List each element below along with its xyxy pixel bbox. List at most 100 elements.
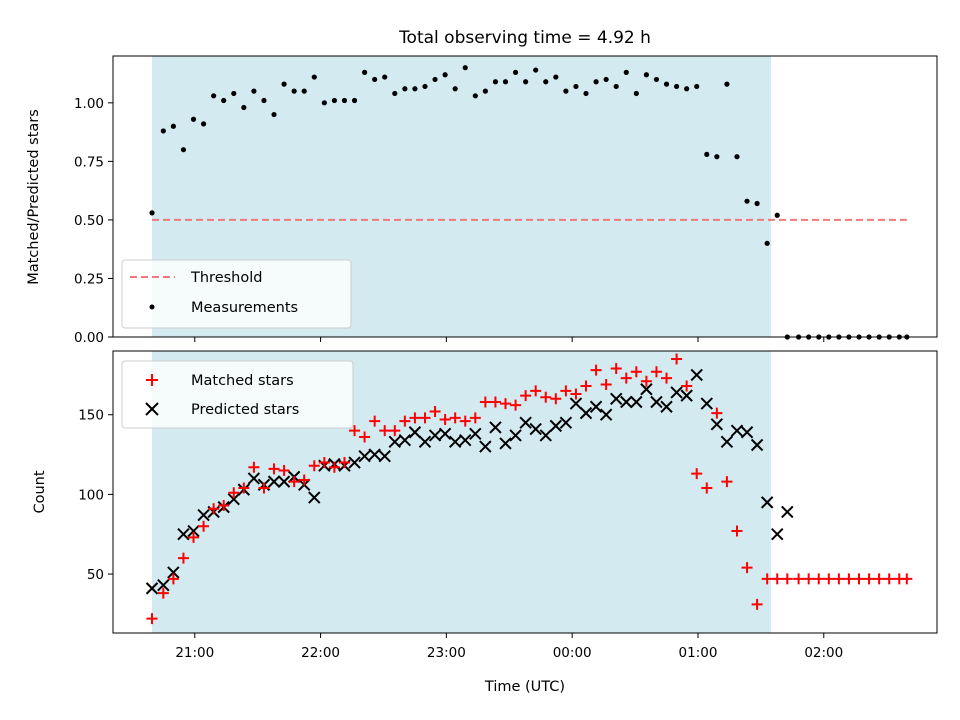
predicted-star-point: [499, 437, 512, 450]
predicted-star-point: [438, 427, 452, 441]
measurement-point: [643, 72, 649, 78]
measurement-point: [351, 97, 358, 104]
measurement-point: [623, 69, 629, 75]
measurement-point: [281, 81, 287, 87]
predicted-star-point: [579, 406, 593, 420]
predicted-star-point: [388, 435, 402, 449]
predicted-star-point: [177, 528, 190, 541]
predicted-star-point: [740, 426, 754, 439]
measurement-point: [704, 151, 710, 157]
matched-star-point: [258, 482, 270, 494]
matched-star-point: [409, 412, 421, 424]
matched-star-point: [661, 372, 673, 384]
bottom-y-tick-label: 150: [78, 408, 104, 424]
measurement-point: [211, 93, 217, 99]
predicted-star-point: [277, 475, 291, 488]
predicted-star-point: [378, 449, 391, 463]
predicted-star-point: [720, 435, 734, 449]
matched-star-point: [278, 464, 290, 476]
top-y-tick-label: 0.75: [74, 154, 104, 170]
bottom-plot-frame: [112, 350, 938, 634]
measurement-point: [341, 97, 348, 104]
measurement-point: [533, 67, 539, 73]
measurement-point: [583, 90, 589, 97]
matched-star-point: [771, 573, 783, 585]
measurement-point: [603, 76, 609, 83]
matched-star-point: [268, 463, 280, 475]
top-plot-frame: [112, 55, 938, 338]
bottom-legend: Matched stars Predicted stars: [121, 360, 354, 429]
matched-star-point: [793, 573, 805, 585]
measurement-point: [502, 79, 509, 85]
measurement-point: [251, 88, 257, 94]
measurement-point: [432, 76, 438, 83]
bottom-x-tick-label: 00:00: [553, 645, 592, 661]
bottom-legend-box: [121, 360, 354, 429]
predicted-star-point: [167, 566, 180, 579]
measurement-point: [754, 200, 760, 207]
predicted-star-point: [710, 418, 724, 431]
predicted-star-point: [428, 429, 442, 442]
predicted-star-point: [509, 429, 522, 442]
matched-star-point: [530, 385, 542, 397]
matched-star-point: [238, 482, 250, 494]
measurement-point: [482, 88, 488, 94]
bottom-x-tick-label: 21:00: [175, 645, 214, 661]
matched-star-point: [901, 573, 913, 585]
predicted-star-point: [187, 524, 200, 538]
matched-star-point: [288, 476, 300, 488]
matched-star-point: [833, 573, 845, 585]
matched-star-point: [671, 353, 683, 365]
predicted-star-point: [368, 448, 381, 461]
matched-star-point: [620, 372, 632, 384]
predicted-legend-swatch: [145, 402, 159, 416]
predicted-star-point: [760, 496, 774, 509]
matched-star-point: [359, 431, 371, 443]
predicted-star-point: [630, 395, 643, 409]
measurement-point: [663, 81, 670, 87]
measurement-point: [261, 97, 267, 104]
measurement-point: [744, 198, 750, 204]
matched-star-point: [228, 487, 240, 499]
predicted-star-point: [145, 582, 159, 595]
matched-star-point: [540, 391, 552, 403]
predicted-star-point: [157, 578, 170, 592]
measurement-point: [402, 86, 408, 92]
predicted-star-point: [348, 456, 361, 469]
measurements-legend-swatch: [149, 304, 155, 310]
predicted-star-point: [308, 491, 321, 504]
threshold-legend-label: Threshold: [190, 270, 262, 286]
top-y-tick-label: 0.25: [74, 271, 104, 287]
measurement-point: [200, 121, 207, 127]
matched-star-point: [843, 573, 855, 585]
measurement-point: [149, 210, 155, 216]
matched-star-point: [399, 415, 411, 427]
measurement-point: [684, 86, 690, 92]
measurement-point: [734, 154, 740, 160]
matched-star-point: [813, 573, 825, 585]
measurement-point: [442, 72, 448, 78]
matched-star-point: [580, 380, 592, 392]
measurement-point: [180, 147, 187, 153]
measurement-point: [231, 90, 237, 97]
predicted-star-point: [539, 429, 552, 442]
matched-star-point: [873, 573, 885, 585]
measurement-point: [492, 79, 499, 85]
matched-star-point: [369, 415, 381, 427]
predicted-star-point: [680, 389, 693, 402]
predicted-star-point: [640, 383, 653, 396]
matched-star-point: [167, 573, 179, 585]
measurements-legend-label: Measurements: [191, 300, 298, 316]
predicted-star-point: [700, 397, 713, 410]
matched-legend-label: Matched stars: [191, 373, 294, 389]
matched-star-point: [248, 461, 260, 473]
predicted-star-point: [227, 492, 240, 506]
predicted-star-point: [408, 426, 422, 439]
measurement-point: [774, 212, 780, 218]
matched-star-point: [751, 598, 763, 610]
matched-star-point: [701, 482, 713, 494]
bottom-x-tick-label: 22:00: [301, 645, 340, 661]
predicted-star-point: [609, 392, 623, 406]
measurement-point: [372, 76, 378, 83]
predicted-star-point: [418, 435, 432, 449]
